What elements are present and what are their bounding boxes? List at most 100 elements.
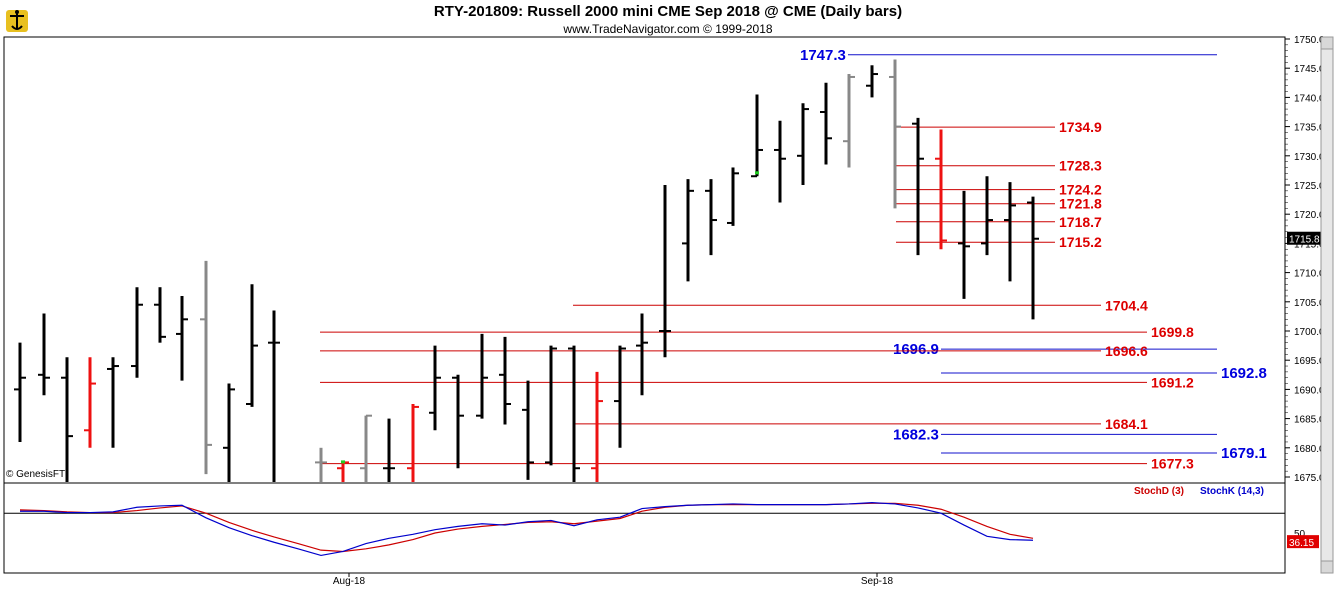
level-label-5: 1718.7 bbox=[1059, 214, 1102, 230]
stoch-last-label: 36.15 bbox=[1289, 538, 1314, 549]
price-bar-25 bbox=[614, 345, 626, 448]
y-tick-label-1: 1680.0 bbox=[1294, 444, 1325, 455]
price-bar-20 bbox=[499, 336, 511, 425]
level-label-1: 1734.9 bbox=[1059, 119, 1102, 135]
price-bar-40 bbox=[958, 190, 970, 299]
stoch-series-0 bbox=[19, 502, 1034, 553]
level-label-8: 1699.8 bbox=[1151, 324, 1194, 340]
price-bar-23 bbox=[568, 345, 580, 482]
y-tick-label-15: 1750.0 bbox=[1294, 35, 1325, 46]
price-bar-16 bbox=[407, 404, 419, 482]
price-bar-30 bbox=[727, 167, 739, 226]
price-bar-8 bbox=[200, 260, 212, 475]
price-bar-15 bbox=[383, 418, 395, 482]
trade-navigator-logo-icon bbox=[4, 4, 30, 39]
level-label-15: 1679.1 bbox=[1221, 445, 1267, 462]
price-bar-31 bbox=[751, 94, 763, 178]
signal-marker-1 bbox=[755, 171, 759, 175]
y-tick-label-0: 1675.0 bbox=[1294, 473, 1325, 484]
y-tick-label-2: 1685.0 bbox=[1294, 415, 1325, 426]
price-bar-17 bbox=[429, 345, 441, 431]
y-tick-label-7: 1710.0 bbox=[1294, 269, 1325, 280]
price-bar-12 bbox=[315, 447, 327, 482]
genesis-credit: © GenesisFT bbox=[6, 469, 66, 480]
price-bar-38 bbox=[912, 117, 924, 256]
level-label-13: 1684.1 bbox=[1105, 416, 1148, 432]
level-label-0: 1747.3 bbox=[800, 47, 846, 64]
y-tick-label-9: 1720.0 bbox=[1294, 210, 1325, 221]
price-bar-11 bbox=[268, 310, 280, 482]
y-tick-label-3: 1690.0 bbox=[1294, 385, 1325, 396]
price-bar-24 bbox=[591, 371, 603, 482]
price-bar-43 bbox=[1027, 196, 1039, 320]
price-bar-4 bbox=[107, 357, 119, 448]
level-label-11: 1692.8 bbox=[1221, 365, 1267, 382]
price-bar-32 bbox=[774, 120, 786, 203]
price-bar-19 bbox=[476, 333, 488, 419]
y-tick-label-11: 1730.0 bbox=[1294, 152, 1325, 163]
y-tick-label-6: 1705.0 bbox=[1294, 298, 1325, 309]
chart-title: RTY-201809: Russell 2000 mini CME Sep 20… bbox=[433, 3, 903, 20]
signal-marker-0 bbox=[341, 460, 345, 464]
level-label-14: 1682.3 bbox=[893, 426, 939, 443]
stoch-legend-0: StochD (3) bbox=[1134, 486, 1184, 497]
level-label-3: 1724.2 bbox=[1059, 182, 1102, 198]
price-panel bbox=[3, 36, 1286, 484]
price-bar-18 bbox=[452, 374, 464, 469]
stoch-legend-1: StochK (14,3) bbox=[1200, 486, 1264, 497]
chart-subtitle: www.TradeNavigator.com © 1999-2018 bbox=[563, 22, 773, 36]
price-bar-34 bbox=[820, 82, 832, 165]
y-tick-label-13: 1740.0 bbox=[1294, 93, 1325, 104]
level-label-4: 1721.8 bbox=[1059, 196, 1102, 212]
scroll-down-button[interactable] bbox=[1320, 560, 1334, 574]
y-tick-label-4: 1695.0 bbox=[1294, 356, 1325, 367]
scroll-up-button[interactable] bbox=[1320, 36, 1334, 50]
x-label-0: Aug-18 bbox=[333, 576, 366, 587]
stochastic-panel bbox=[3, 482, 1286, 574]
price-bar-27 bbox=[659, 185, 671, 358]
price-bar-26 bbox=[636, 313, 648, 396]
price-bar-7 bbox=[176, 295, 188, 381]
y-tick-label-10: 1725.0 bbox=[1294, 181, 1325, 192]
price-bar-2 bbox=[61, 357, 73, 482]
price-bar-36 bbox=[866, 65, 878, 98]
level-label-16: 1677.3 bbox=[1151, 456, 1194, 472]
price-bar-35 bbox=[843, 74, 855, 168]
level-label-12: 1691.2 bbox=[1151, 374, 1194, 390]
price-bar-1 bbox=[38, 313, 50, 396]
y-tick-label-12: 1735.0 bbox=[1294, 123, 1325, 134]
last-price-label: 1715.8 bbox=[1289, 235, 1320, 246]
price-bar-42 bbox=[1004, 182, 1016, 282]
y-tick-label-8: 1715.0 bbox=[1294, 239, 1325, 250]
price-bar-5 bbox=[131, 287, 143, 378]
price-bar-14 bbox=[360, 414, 372, 482]
price-bar-28 bbox=[682, 179, 694, 282]
level-label-7: 1704.4 bbox=[1105, 297, 1148, 313]
price-bar-21 bbox=[522, 380, 534, 480]
level-label-2: 1728.3 bbox=[1059, 158, 1102, 174]
level-label-9: 1696.9 bbox=[893, 341, 939, 358]
x-label-1: Sep-18 bbox=[861, 576, 894, 587]
price-bar-10 bbox=[246, 284, 258, 407]
scrollbar-track[interactable] bbox=[1320, 36, 1334, 574]
y-tick-label-5: 1700.0 bbox=[1294, 327, 1325, 338]
price-bar-6 bbox=[154, 287, 166, 343]
stoch-last-box bbox=[1287, 535, 1319, 549]
price-bar-41 bbox=[981, 176, 993, 256]
price-bar-9 bbox=[223, 383, 235, 482]
price-bar-0 bbox=[14, 342, 26, 442]
price-bar-13 bbox=[337, 461, 349, 482]
stoch-series-1 bbox=[20, 502, 1034, 557]
price-bar-37 bbox=[889, 59, 901, 209]
y-tick-label-14: 1745.0 bbox=[1294, 64, 1325, 75]
price-bar-39 bbox=[935, 129, 947, 250]
price-bar-29 bbox=[705, 179, 717, 256]
price-bar-33 bbox=[797, 103, 809, 185]
stoch-tick-label-0: 50 bbox=[1294, 529, 1306, 540]
price-bar-3 bbox=[84, 357, 96, 448]
level-label-10: 1696.6 bbox=[1105, 343, 1148, 359]
level-label-6: 1715.2 bbox=[1059, 234, 1102, 250]
last-price-box bbox=[1287, 231, 1323, 245]
price-bar-22 bbox=[545, 345, 557, 466]
